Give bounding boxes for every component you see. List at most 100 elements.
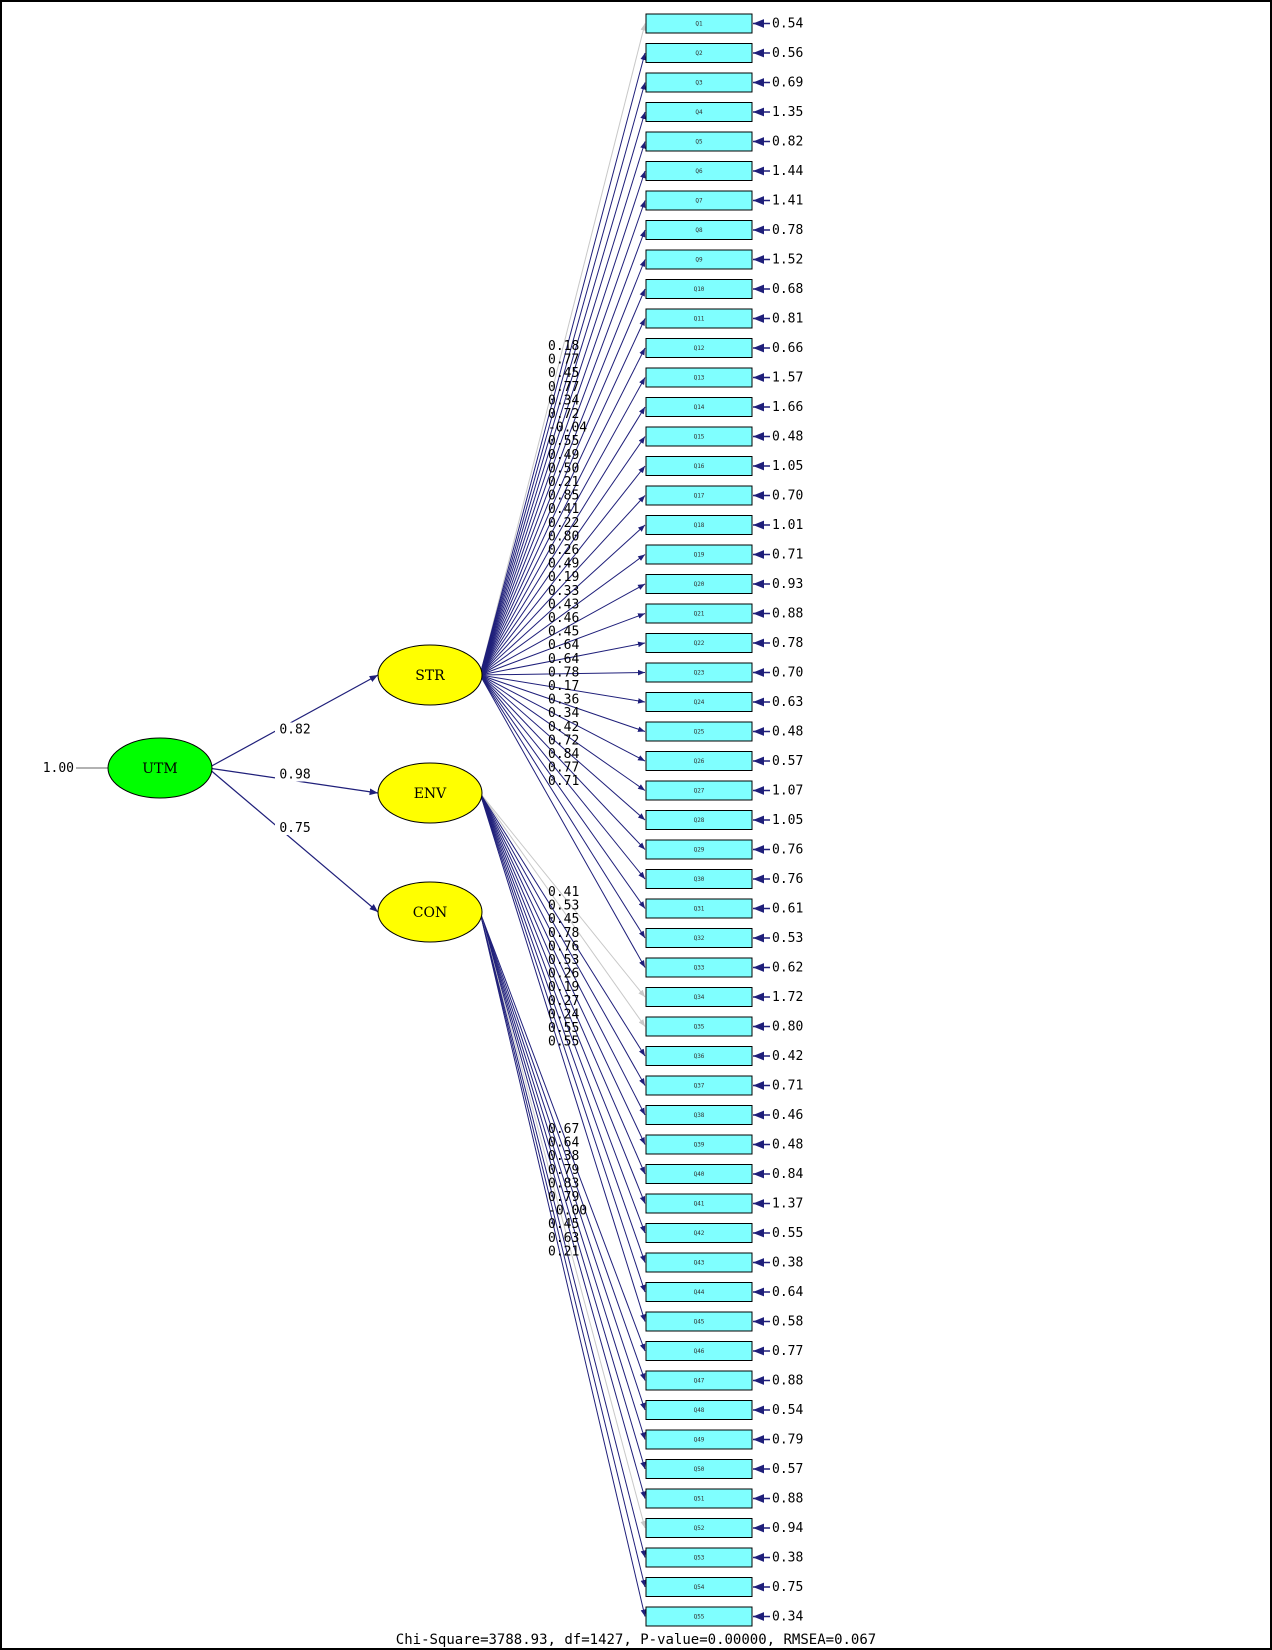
loading-path bbox=[479, 674, 646, 704]
item-box bbox=[645, 1341, 753, 1361]
latent-ellipse bbox=[377, 644, 483, 706]
loading-path bbox=[479, 674, 646, 939]
observed-item: Q23 0.70 bbox=[645, 662, 803, 683]
observed-item: Q50 0.57 bbox=[645, 1459, 803, 1479]
item-box bbox=[645, 1223, 753, 1243]
observed-item: Q33 0.62 bbox=[645, 957, 803, 978]
factor-loading: 0.77 bbox=[548, 761, 579, 776]
item-box bbox=[645, 603, 753, 624]
item-box bbox=[645, 721, 753, 742]
item-box bbox=[645, 662, 753, 683]
item-box bbox=[645, 1252, 753, 1273]
factor-loading: 0.45 bbox=[548, 366, 579, 381]
loading-path bbox=[479, 583, 646, 676]
item-box bbox=[645, 367, 753, 388]
item-label: Q5 bbox=[695, 139, 703, 146]
factor-loading: 0.71 bbox=[548, 774, 579, 789]
loading-path bbox=[479, 141, 646, 676]
item-box bbox=[645, 161, 753, 181]
item-label: Q16 bbox=[694, 463, 705, 470]
item-label: Q27 bbox=[694, 788, 705, 795]
observed-item: Q47 0.88 bbox=[645, 1370, 803, 1391]
error-variance: 0.46 bbox=[772, 1108, 803, 1123]
error-variance: 1.05 bbox=[772, 813, 803, 828]
error-variance: 0.56 bbox=[772, 46, 803, 61]
observed-item: Q19 0.71 bbox=[645, 544, 803, 565]
item-box bbox=[645, 220, 753, 240]
observed-item: Q24 0.63 bbox=[645, 692, 803, 712]
error-variance: 0.54 bbox=[772, 17, 803, 32]
factor-loading: 0.34 bbox=[548, 706, 579, 721]
item-label: Q9 bbox=[695, 257, 703, 264]
factor-loading: 0.18 bbox=[548, 339, 579, 354]
structural-loading: 0.82 bbox=[279, 723, 310, 738]
error-variance: 0.82 bbox=[772, 135, 803, 150]
factor-loading: 0.80 bbox=[548, 529, 579, 544]
factor-loading: 0.41 bbox=[548, 502, 579, 517]
loading-path bbox=[479, 911, 646, 1529]
factor-loading: 0.36 bbox=[548, 693, 579, 708]
error-variance: 0.42 bbox=[772, 1049, 803, 1064]
observed-item: Q29 0.76 bbox=[645, 839, 803, 860]
error-variance: 0.69 bbox=[772, 76, 803, 91]
factor-loading: 0.77 bbox=[548, 380, 579, 395]
factor-loading: 0.55 bbox=[548, 1035, 579, 1050]
observed-item: Q28 1.05 bbox=[645, 810, 803, 830]
loading-path bbox=[479, 347, 646, 676]
factor-loading: 0.33 bbox=[548, 584, 579, 599]
item-label: Q1 bbox=[695, 21, 703, 28]
loading-path bbox=[479, 465, 646, 676]
item-box bbox=[645, 1193, 753, 1214]
item-label: Q21 bbox=[694, 611, 705, 618]
structural-path bbox=[207, 674, 379, 769]
item-label: Q12 bbox=[694, 345, 705, 352]
factor-loading: 0.19 bbox=[548, 570, 579, 585]
item-box bbox=[645, 456, 753, 476]
observed-item: Q7 1.41 bbox=[645, 190, 803, 211]
error-variance: 0.78 bbox=[772, 223, 803, 238]
error-variance: 1.35 bbox=[772, 105, 803, 120]
factor-loading: 0.50 bbox=[548, 461, 579, 476]
item-label: Q34 bbox=[694, 994, 705, 1001]
loading-path bbox=[479, 674, 646, 909]
error-variance: 1.05 bbox=[772, 459, 803, 474]
item-box bbox=[645, 692, 753, 712]
item-box bbox=[645, 43, 753, 63]
loading-path bbox=[479, 436, 646, 676]
factor-loading: 0.64 bbox=[548, 652, 579, 667]
error-variance: 0.94 bbox=[772, 1521, 803, 1536]
structural-loading: 0.75 bbox=[279, 821, 310, 836]
item-box bbox=[645, 1518, 753, 1538]
error-variance: 0.53 bbox=[772, 931, 803, 946]
factor-loading: 0.78 bbox=[548, 926, 579, 941]
observed-item: Q8 0.78 bbox=[645, 220, 803, 240]
latent-name: STR bbox=[415, 668, 445, 684]
item-box bbox=[645, 1016, 753, 1037]
factor-loading: 0.55 bbox=[548, 434, 579, 449]
item-label: Q31 bbox=[694, 906, 705, 913]
loading-path bbox=[479, 911, 646, 1411]
loading-path bbox=[479, 792, 646, 1234]
loading-path bbox=[479, 911, 646, 1558]
observed-item: Q18 1.01 bbox=[645, 515, 803, 535]
factor-loading: 0.45 bbox=[548, 912, 579, 927]
error-variance: 0.70 bbox=[772, 666, 803, 681]
item-label: Q52 bbox=[694, 1525, 705, 1532]
item-box bbox=[645, 574, 753, 594]
item-label: Q30 bbox=[694, 876, 705, 883]
factor-loading: 0.43 bbox=[548, 597, 579, 612]
item-label: Q8 bbox=[695, 227, 703, 234]
item-label: Q42 bbox=[694, 1230, 705, 1237]
item-box bbox=[645, 751, 753, 771]
factor-loading: 0.24 bbox=[548, 1007, 579, 1022]
loading-path bbox=[479, 554, 646, 676]
error-variance: 0.66 bbox=[772, 341, 803, 356]
error-variance: 0.88 bbox=[772, 1374, 803, 1389]
item-box bbox=[645, 869, 753, 889]
item-label: Q32 bbox=[694, 935, 705, 942]
error-variance: 0.76 bbox=[772, 872, 803, 887]
error-variance: 0.76 bbox=[772, 843, 803, 858]
error-variance: 1.41 bbox=[772, 194, 803, 209]
